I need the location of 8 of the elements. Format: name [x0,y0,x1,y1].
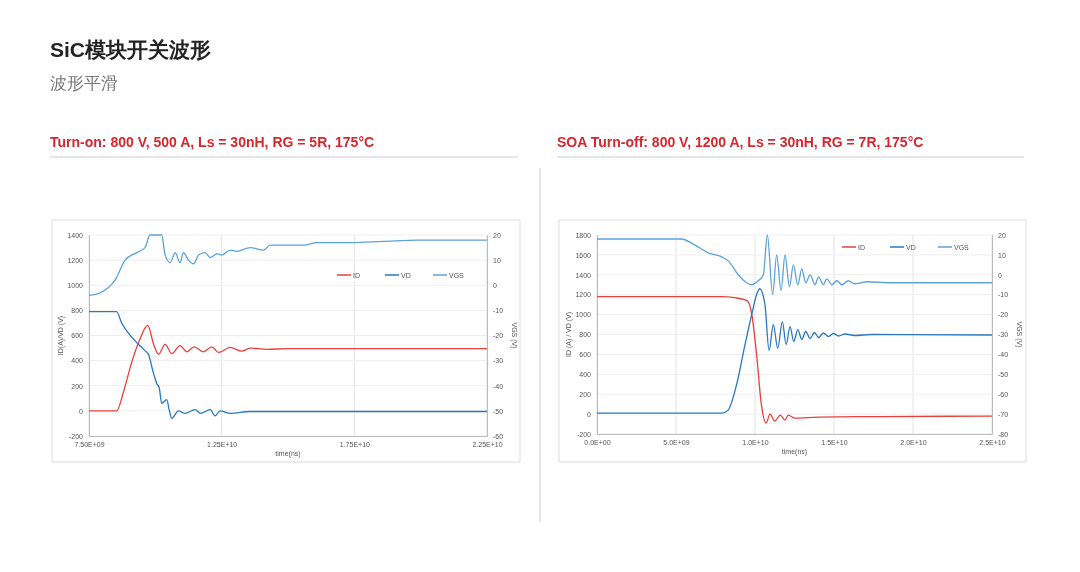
line-series [88,324,488,412]
line-series [88,234,488,296]
text: SiC模块开关波形 [50,38,212,61]
chart-title: SOA Turn-off: 800 V, 1200 A, Ls = 30nH, RG = 7R, 175°C [557,134,924,150]
chart-title: Turn-on: 800 V, 500 A, Ls = 30nH, RG = 5R, 175°C [50,134,375,150]
line-series [596,234,993,296]
line-series [88,310,488,420]
text: 波形平滑 [50,74,118,93]
